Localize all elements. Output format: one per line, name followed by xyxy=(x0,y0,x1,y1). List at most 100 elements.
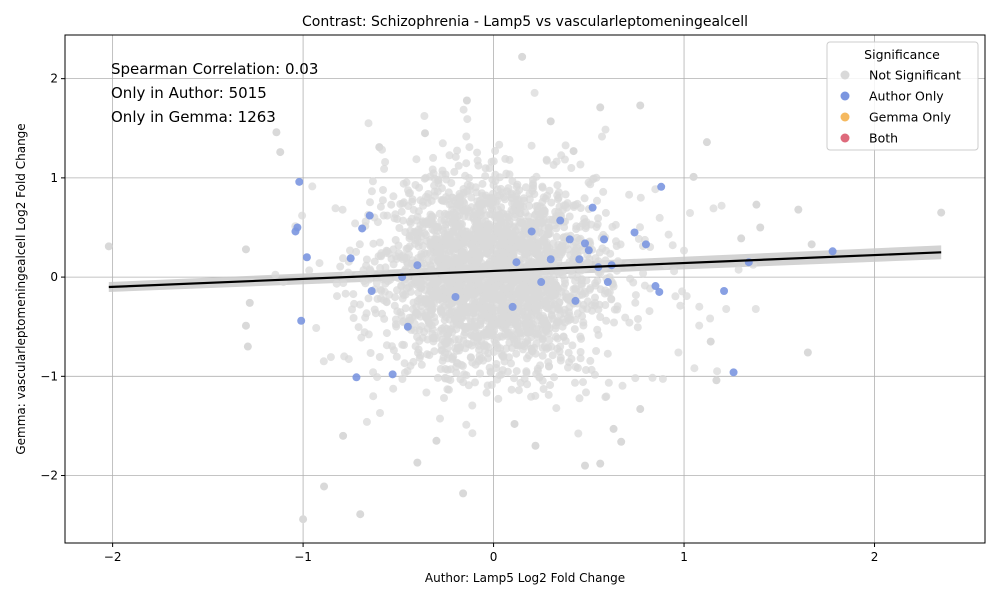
scatter-point xyxy=(511,231,520,240)
scatter-point xyxy=(395,224,404,232)
scatter-point xyxy=(645,307,654,316)
points-not-significant xyxy=(104,52,946,524)
scatter-point xyxy=(561,318,569,327)
scatter-point xyxy=(405,231,414,240)
scatter-point xyxy=(500,240,509,249)
scatter-point xyxy=(498,332,507,341)
scatter-point xyxy=(476,369,484,378)
scatter-point xyxy=(571,362,580,371)
scatter-point xyxy=(473,156,482,165)
scatter-point xyxy=(489,157,498,166)
scatter-point xyxy=(467,318,476,326)
scatter-point xyxy=(369,392,378,401)
scatter-point xyxy=(555,298,564,307)
scatter-point xyxy=(499,284,508,293)
scatter-point xyxy=(522,367,531,376)
scatter-point xyxy=(473,338,482,346)
x-tick-label: −1 xyxy=(294,550,312,564)
scatter-point xyxy=(530,88,539,97)
scatter-point xyxy=(473,258,482,266)
scatter-point xyxy=(450,210,459,219)
scatter-point xyxy=(555,202,564,211)
scatter-point xyxy=(416,351,425,360)
scatter-point xyxy=(271,270,280,279)
scatter-point xyxy=(502,344,511,353)
scatter-point xyxy=(598,132,606,141)
scatter-point xyxy=(689,172,698,181)
scatter-point xyxy=(397,311,406,320)
scatter-point xyxy=(366,349,375,357)
scatter-point xyxy=(518,52,527,61)
scatter-point xyxy=(104,242,113,251)
scatter-point xyxy=(417,322,426,331)
scatter-point xyxy=(544,362,553,371)
scatter-point xyxy=(516,378,525,387)
scatter-point xyxy=(380,314,389,323)
scatter-point xyxy=(553,334,562,343)
scatter-point xyxy=(510,213,519,222)
scatter-point xyxy=(506,237,515,246)
scatter-point xyxy=(444,218,453,226)
scatter-point xyxy=(455,276,464,285)
scatter-point xyxy=(272,128,281,137)
scatter-point xyxy=(461,171,470,180)
scatter-point-author-only xyxy=(565,235,574,244)
scatter-point xyxy=(441,250,450,259)
scatter-point xyxy=(465,186,474,195)
scatter-point xyxy=(376,202,385,211)
scatter-point xyxy=(561,141,570,150)
scatter-point xyxy=(525,201,534,210)
scatter-point-author-only xyxy=(537,278,546,287)
scatter-point xyxy=(530,329,539,338)
legend-box xyxy=(826,41,979,151)
scatter-point xyxy=(348,305,356,314)
scatter-point xyxy=(451,152,460,161)
scatter-point xyxy=(505,155,514,164)
scatter-point xyxy=(455,282,464,291)
scatter-point xyxy=(490,336,499,345)
scatter-point xyxy=(464,381,473,390)
scatter-point xyxy=(734,265,743,274)
scatter-point xyxy=(576,204,585,212)
scatter-point xyxy=(560,223,569,232)
scatter-point xyxy=(682,292,691,301)
scatter-point xyxy=(521,208,530,217)
scatter-point xyxy=(601,208,610,217)
scatter-point xyxy=(807,240,816,249)
scatter-point xyxy=(478,179,487,188)
scatter-point xyxy=(241,245,250,254)
scatter-point xyxy=(523,380,532,389)
scatter-point xyxy=(452,362,461,371)
y-tick-label: 2 xyxy=(50,72,58,86)
scatter-point xyxy=(564,245,572,254)
scatter-point-author-only xyxy=(729,368,738,377)
scatter-point xyxy=(601,125,610,134)
scatter-point xyxy=(397,281,406,290)
scatter-point xyxy=(423,324,432,333)
scatter-point xyxy=(756,223,765,232)
scatter-point xyxy=(519,284,528,293)
scatter-point xyxy=(631,374,640,383)
scatter-point-author-only xyxy=(527,227,536,236)
scatter-point xyxy=(611,220,620,229)
scatter-point xyxy=(339,254,347,263)
y-axis-ticks: −2 −1 0 1 2 xyxy=(40,72,65,483)
scatter-point xyxy=(634,315,642,323)
scatter-point xyxy=(604,378,613,387)
scatter-point xyxy=(368,177,377,186)
scatter-point xyxy=(462,339,471,348)
scatter-point xyxy=(375,353,384,361)
scatter-point xyxy=(427,306,435,315)
scatter-point xyxy=(382,341,391,350)
scatter-point xyxy=(443,385,452,394)
scatter-point xyxy=(536,210,545,219)
scatter-point xyxy=(473,332,482,341)
scatter-point xyxy=(533,364,542,373)
scatter-point xyxy=(483,381,492,390)
regression-line-group xyxy=(108,251,942,289)
scatter-point xyxy=(532,339,541,348)
scatter-point xyxy=(379,186,387,194)
scatter-point xyxy=(470,234,479,243)
scatter-point xyxy=(455,222,463,231)
scatter-point xyxy=(487,276,495,285)
